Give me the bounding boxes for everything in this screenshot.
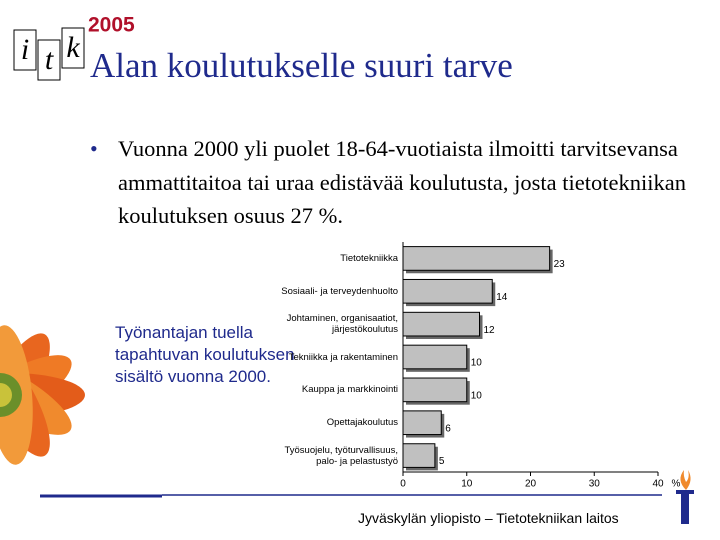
bar — [402, 410, 442, 436]
bar — [402, 278, 493, 304]
logo-letter: t — [45, 43, 54, 76]
bullet-text: Vuonna 2000 yli puolet 18-64-vuotiaista … — [118, 136, 686, 228]
category-label: Tekniikka ja rakentaminen — [288, 351, 398, 363]
category-label: Sosiaali- ja terveydenhuolto — [281, 285, 398, 297]
x-axis-label: % — [672, 479, 681, 490]
flower — [0, 325, 85, 465]
slide-title: Alan koulutukselle suuri tarve — [90, 46, 513, 85]
footer: Jyväskylän yliopisto – Tietotekniikan la… — [358, 510, 619, 526]
value-label: 6 — [445, 423, 451, 434]
logo-letter: i — [21, 33, 29, 66]
x-tick-label: 40 — [652, 479, 664, 490]
value-label: 10 — [471, 390, 483, 401]
value-label: 14 — [496, 292, 508, 303]
logo-letter: k — [66, 31, 80, 64]
x-tick-label: 20 — [525, 479, 537, 490]
torch — [676, 470, 694, 524]
bar — [402, 311, 480, 337]
x-tick-label: 0 — [400, 479, 406, 490]
bar — [402, 377, 468, 403]
value-label: 12 — [484, 325, 496, 336]
bar — [402, 443, 436, 468]
category-label: Työsuojelu, työturvallisuus, palo- ja pe… — [284, 444, 398, 467]
bar-chart: 0 10 20 30 40 % 23 14 12 10 10 6 5 — [400, 242, 681, 490]
bar — [402, 246, 551, 271]
bar — [402, 344, 468, 370]
category-label: Tietotekniikka — [340, 252, 398, 264]
value-label: 23 — [554, 259, 566, 270]
category-label: Johtaminen, organisaatiot, järjestökoulu… — [286, 313, 398, 336]
x-tick-label: 30 — [589, 479, 601, 490]
chart-caption: Työnantajan tuella tapahtuvan koulutukse… — [115, 323, 295, 386]
logo-year: 2005 — [88, 14, 135, 37]
value-label: 10 — [471, 358, 483, 369]
logo: i t k 2005 — [13, 14, 135, 81]
category-label: Opettajakoulutus — [326, 417, 398, 429]
category-label: Kauppa ja markkinointi — [301, 384, 398, 396]
value-label: 5 — [439, 456, 445, 467]
x-tick-label: 10 — [461, 479, 473, 490]
bullet-marker: • — [90, 136, 98, 161]
